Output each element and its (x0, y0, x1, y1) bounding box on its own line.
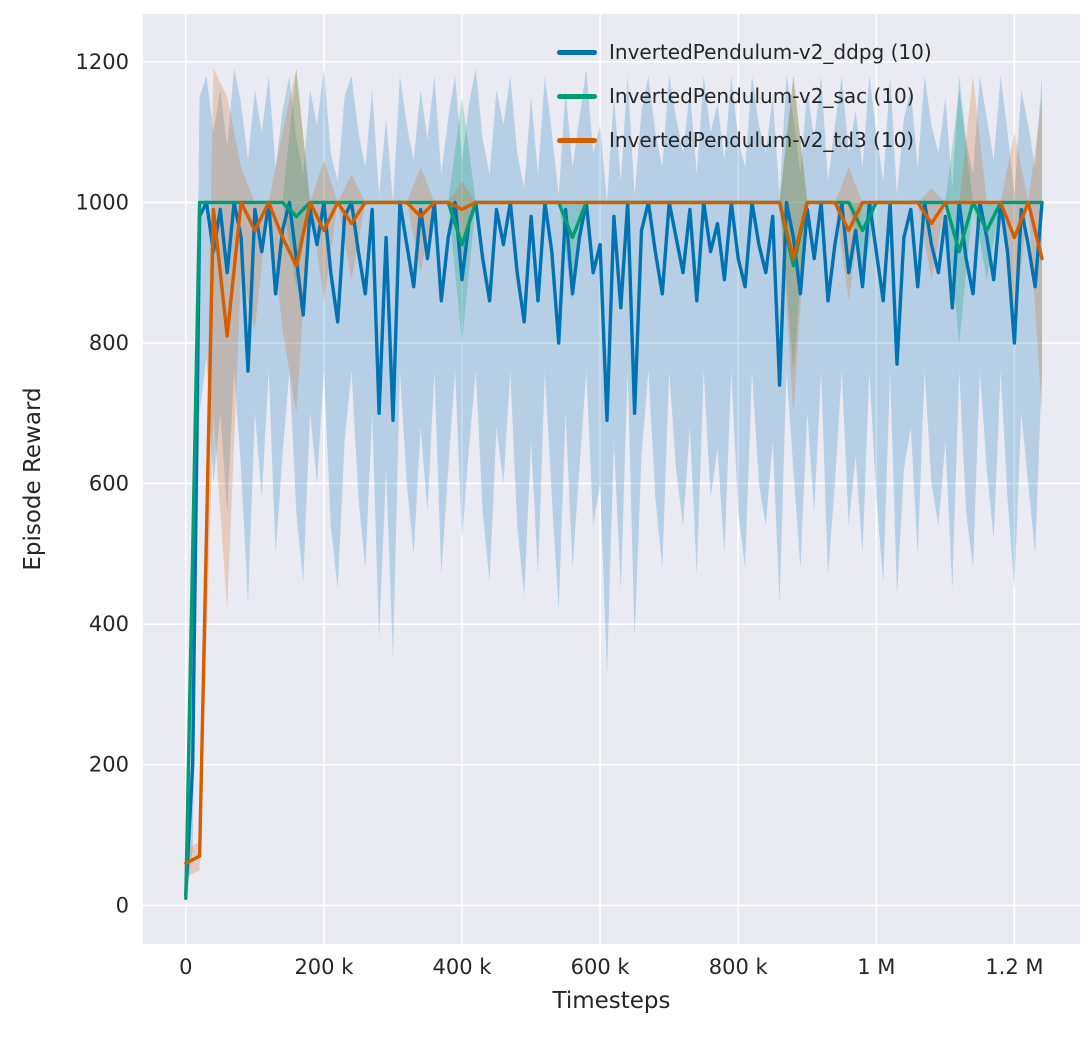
tick-labels: 0 200 k 400 k 600 k 800 k 1 M 1.2 M 0 200 400 600 8… (76, 50, 1044, 979)
y-tick-label: 800 (89, 331, 129, 355)
x-tick-label: 600 k (571, 955, 631, 979)
axes-background (143, 14, 1080, 944)
x-tick-label: 800 k (709, 955, 769, 979)
legend-item-2: InvertedPendulum-v2_td3 (10) (557, 118, 932, 162)
x-tick-label: 400 k (433, 955, 493, 979)
legend-label: InvertedPendulum-v2_ddpg (10) (609, 40, 932, 64)
series-band-1 (185, 68, 1043, 902)
y-axis-label: Episode Reward (20, 387, 46, 571)
y-tick-label: 1200 (76, 50, 129, 74)
y-tick-label: 600 (89, 472, 129, 496)
legend-swatch-icon (557, 93, 597, 99)
x-tick-label: 1.2 M (985, 955, 1043, 979)
legend-swatch-icon (557, 137, 597, 143)
grid-lines (143, 14, 1080, 944)
x-tick-label: 200 k (294, 955, 354, 979)
y-tick-label: 200 (89, 753, 129, 777)
legend-swatch-icon (557, 49, 597, 55)
x-axis-label: Timesteps (552, 988, 671, 1014)
x-tick-label: 1 M (857, 955, 895, 979)
x-tick-label: 0 (179, 955, 192, 979)
series-line-0 (184, 200, 1044, 897)
legend-item-1: InvertedPendulum-v2_sac (10) (557, 74, 932, 118)
y-tick-label: 0 (116, 893, 129, 917)
y-tick-label: 1000 (76, 190, 129, 214)
legend-label: InvertedPendulum-v2_sac (10) (609, 84, 915, 108)
y-tick-label: 400 (89, 612, 129, 636)
series-line-2 (184, 200, 1044, 865)
plot-series (184, 68, 1044, 902)
legend-label: InvertedPendulum-v2_td3 (10) (609, 128, 915, 152)
legend: InvertedPendulum-v2_ddpg (10) InvertedPen… (557, 30, 932, 162)
legend-item-0: InvertedPendulum-v2_ddpg (10) (557, 30, 932, 74)
